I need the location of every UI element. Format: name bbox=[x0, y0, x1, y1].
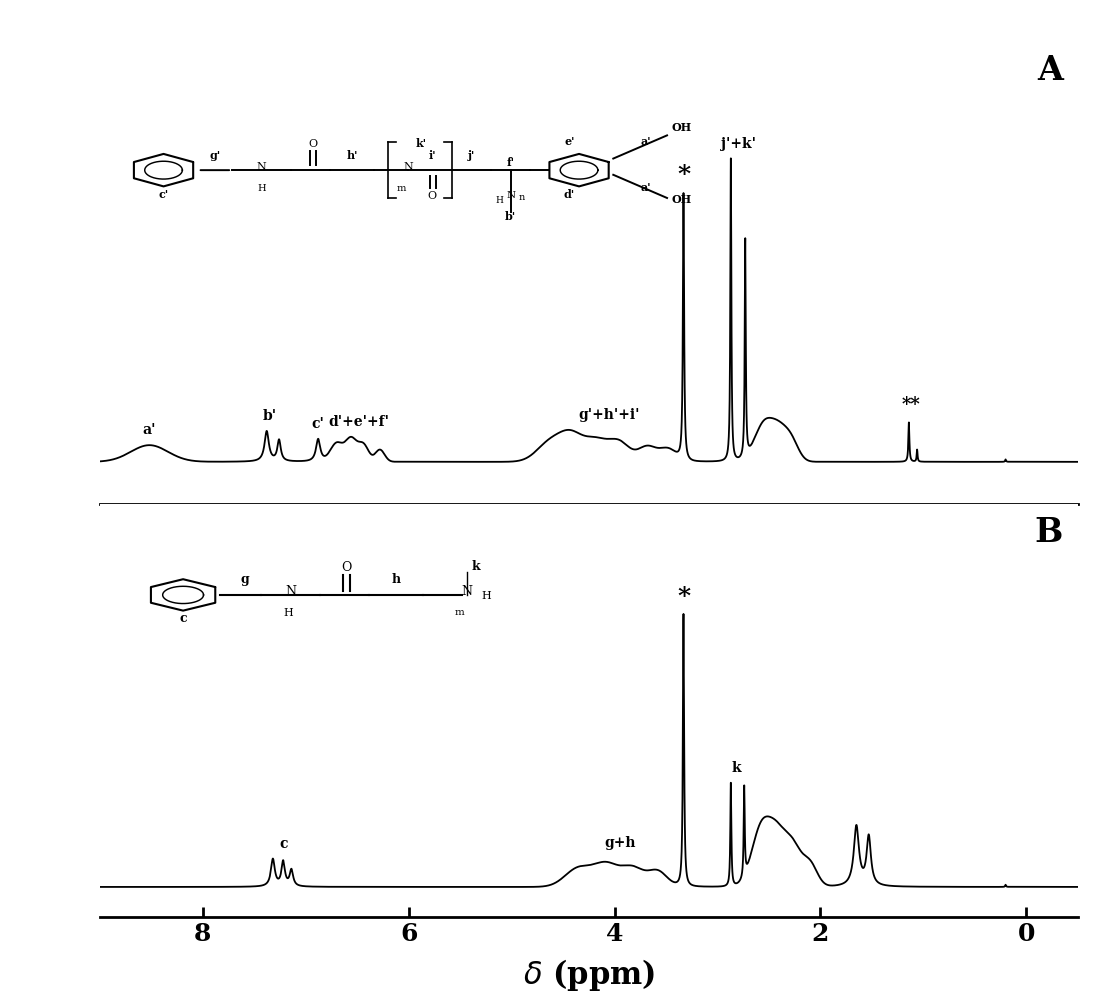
Text: d': d' bbox=[563, 188, 574, 200]
Text: i': i' bbox=[429, 149, 437, 160]
Text: N: N bbox=[506, 191, 516, 200]
Text: O: O bbox=[309, 139, 318, 149]
Text: **: ** bbox=[901, 396, 920, 414]
Text: k: k bbox=[471, 560, 480, 574]
Text: N: N bbox=[286, 585, 297, 598]
Text: N: N bbox=[257, 162, 267, 172]
Text: N: N bbox=[461, 585, 472, 598]
Text: g: g bbox=[240, 573, 249, 586]
Text: H: H bbox=[257, 184, 266, 193]
Text: B: B bbox=[1034, 516, 1063, 549]
Text: OH: OH bbox=[672, 194, 692, 205]
Text: N: N bbox=[403, 162, 413, 172]
Text: d'+e'+f': d'+e'+f' bbox=[329, 414, 390, 428]
X-axis label: $\delta$ (ppm): $\delta$ (ppm) bbox=[523, 958, 654, 993]
Text: k: k bbox=[731, 761, 741, 775]
Text: n: n bbox=[519, 194, 524, 203]
Text: h: h bbox=[392, 573, 401, 586]
Text: a': a' bbox=[641, 182, 651, 193]
Text: m: m bbox=[454, 608, 464, 617]
Text: c: c bbox=[279, 838, 288, 852]
Text: h': h' bbox=[347, 149, 358, 160]
Text: H: H bbox=[496, 196, 503, 205]
Text: *: * bbox=[677, 586, 690, 610]
Text: H: H bbox=[481, 591, 491, 601]
Text: g'+h'+i': g'+h'+i' bbox=[579, 408, 640, 422]
Text: a': a' bbox=[142, 422, 157, 436]
Text: c': c' bbox=[159, 188, 169, 200]
Text: OH: OH bbox=[672, 122, 692, 133]
Text: c: c bbox=[179, 612, 187, 625]
Text: j'+k': j'+k' bbox=[721, 137, 755, 151]
Text: H: H bbox=[283, 608, 293, 618]
Text: m: m bbox=[397, 184, 406, 193]
Text: a': a' bbox=[641, 136, 651, 146]
Text: g+h: g+h bbox=[604, 836, 635, 850]
Text: j': j' bbox=[468, 149, 476, 160]
Text: k': k' bbox=[416, 138, 427, 149]
Text: A: A bbox=[1038, 54, 1063, 88]
Text: O: O bbox=[341, 560, 351, 574]
Text: b': b' bbox=[262, 409, 277, 423]
Text: c': c' bbox=[312, 416, 324, 430]
Text: O: O bbox=[428, 191, 437, 201]
Text: g': g' bbox=[210, 149, 221, 160]
Text: e': e' bbox=[564, 136, 574, 146]
Text: f': f' bbox=[507, 156, 514, 167]
Text: b': b' bbox=[506, 212, 517, 222]
Text: *: * bbox=[677, 163, 690, 187]
